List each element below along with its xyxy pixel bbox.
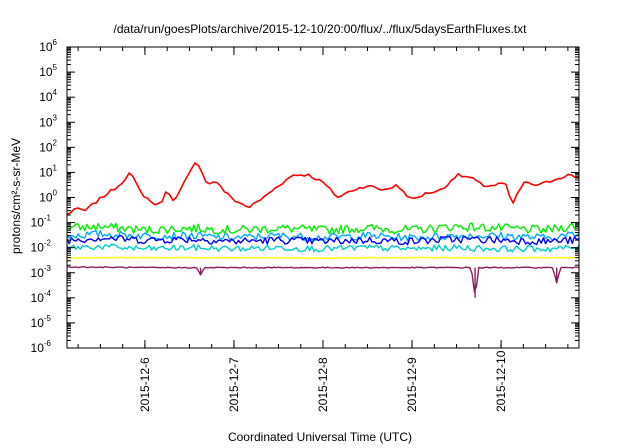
y-tick-label: 103: [39, 113, 57, 129]
series-line-5: [66, 243, 580, 253]
y-tick-label: 10-5: [31, 314, 52, 330]
x-tick-label: 2015-12-10: [494, 350, 508, 412]
x-tick-label: 2015-12-7: [227, 357, 241, 412]
y-tick-label: 106: [39, 38, 57, 54]
y-tick-label: 10-3: [31, 264, 52, 280]
series-line-1: [66, 162, 580, 216]
y-tick-label: 102: [39, 138, 57, 154]
chart-title: /data/run/goesPlots/archive/2015-12-10/2…: [113, 22, 527, 36]
x-axis-title: Coordinated Universal Time (UTC): [227, 430, 413, 444]
x-tick-label: 2015-12-9: [405, 357, 419, 412]
y-tick-label: 100: [39, 189, 57, 205]
y-tick-label: 105: [39, 63, 57, 79]
series-line-7: [67, 266, 580, 298]
series-line-2: [66, 222, 580, 235]
series-line-4: [66, 234, 580, 246]
y-tick-label: 104: [39, 88, 57, 104]
series-layer: [66, 162, 580, 298]
y-tick-label: 101: [39, 163, 57, 179]
series-line-6: [66, 256, 580, 260]
y-tick-label: 10-6: [31, 339, 52, 355]
y-tick-label: 10-2: [31, 239, 52, 255]
x-tick-label: 2015-12-8: [316, 357, 330, 412]
y-tick-label: 10-1: [31, 214, 52, 230]
y-tick-label: 10-4: [31, 289, 52, 305]
x-tick-label: 2015-12-6: [138, 357, 152, 412]
